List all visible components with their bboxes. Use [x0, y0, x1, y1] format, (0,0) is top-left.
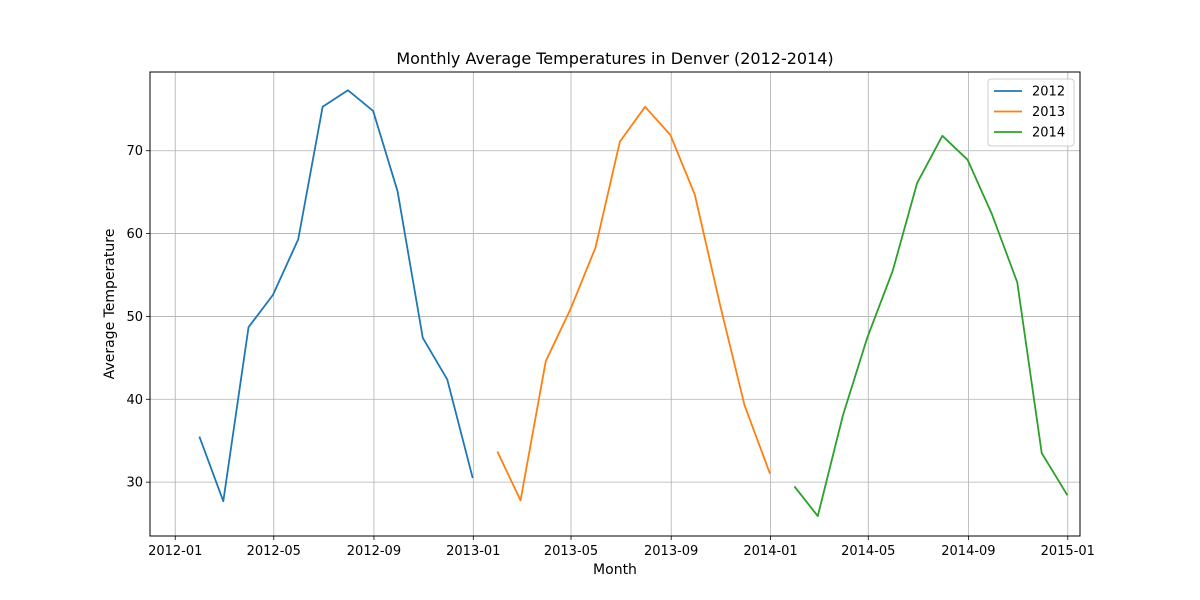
x-tick-label: 2012-05	[247, 544, 301, 559]
x-tick-label: 2012-01	[148, 544, 202, 559]
y-tick-label: 70	[126, 144, 143, 159]
series-line-2014	[793, 134, 1069, 518]
x-tick-label: 2013-09	[644, 544, 698, 559]
y-tick-label: 50	[126, 310, 143, 325]
y-tick-label: 40	[126, 393, 143, 408]
legend: 2012 2013 2014	[987, 78, 1075, 147]
x-tick-label: 2013-01	[446, 544, 500, 559]
plot-frame	[149, 71, 1081, 537]
series-line-2012	[198, 89, 474, 503]
y-tick-layer: 30 40 50 60 70	[126, 144, 150, 491]
chart-title: Monthly Average Temperatures in Denver (…	[396, 49, 833, 68]
x-axis-label: Month	[593, 562, 637, 578]
x-tick-label: 2014-01	[743, 544, 797, 559]
y-tick-label: 60	[126, 227, 143, 242]
y-axis-label: Average Temperature	[102, 229, 118, 380]
grid-layer	[150, 72, 1080, 536]
legend-label-2014: 2014	[1032, 126, 1065, 141]
x-tick-layer: 2012-01 2012-05 2012-09 2013-01 2013-05 2013-…	[148, 536, 1095, 559]
x-tick-label: 2014-09	[941, 544, 995, 559]
legend-box	[987, 78, 1075, 147]
legend-items: 2012 2013 2014	[994, 85, 1065, 141]
x-tick-label: 2015-01	[1041, 544, 1095, 559]
x-tick-label: 2013-05	[544, 544, 598, 559]
series-layer	[198, 89, 1069, 518]
legend-label-2013: 2013	[1032, 105, 1065, 120]
x-tick-label: 2014-05	[841, 544, 895, 559]
y-tick-label: 30	[126, 476, 143, 491]
series-line-2013	[496, 105, 771, 502]
legend-label-2012: 2012	[1032, 85, 1065, 100]
x-tick-label: 2012-09	[347, 544, 401, 559]
